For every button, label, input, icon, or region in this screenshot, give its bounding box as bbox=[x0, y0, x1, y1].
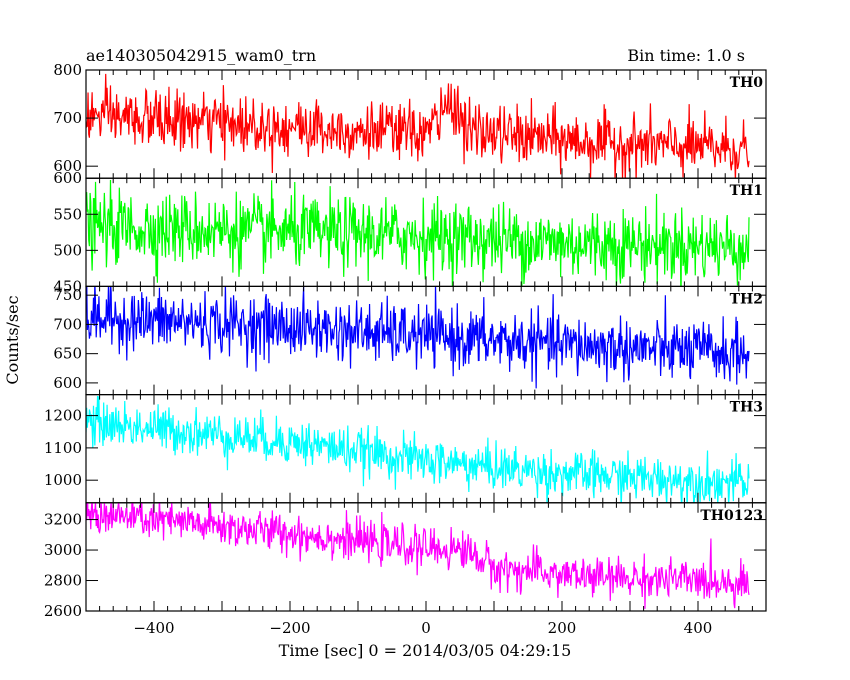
y-tick-label: 750 bbox=[53, 286, 82, 304]
y-tick-label: 800 bbox=[53, 61, 82, 79]
series-line-th2 bbox=[86, 286, 750, 389]
panel-th0: 600 700 800 TH0 bbox=[53, 61, 767, 179]
y-tick-label: 1000 bbox=[44, 471, 82, 489]
panel-th2: 600 650 700 750 TH2 bbox=[53, 285, 767, 396]
y-tick-label: 650 bbox=[53, 345, 82, 363]
y-tick-label: 1100 bbox=[44, 439, 82, 457]
x-tick-label: 200 bbox=[548, 619, 577, 637]
x-tick-label: 0 bbox=[421, 619, 431, 637]
y-axis-title: Counts/sec bbox=[3, 295, 22, 384]
series-line-th1 bbox=[86, 180, 750, 287]
panel-label: TH1 bbox=[730, 183, 763, 199]
panels: 600 700 800 TH0 450 500 550 600 TH1 600 650 700 750 T… bbox=[44, 61, 767, 637]
chart-title: ae140305042915_wam0_trn bbox=[86, 46, 316, 65]
panel-label: TH2 bbox=[730, 291, 763, 307]
y-tick-label: 600 bbox=[53, 169, 82, 187]
series-line-th0 bbox=[86, 73, 750, 179]
panel-th3: 1000 1100 1200 TH3 bbox=[44, 394, 767, 504]
panel-label: TH0 bbox=[730, 75, 764, 91]
panel-th0123: 2600 2800 3000 3200 TH0123 bbox=[44, 502, 767, 620]
y-tick-label: 700 bbox=[53, 109, 82, 127]
x-tick-label: −400 bbox=[133, 619, 174, 637]
series-line-th0123 bbox=[86, 502, 750, 609]
x-tick-label: −200 bbox=[269, 619, 310, 637]
panel-label: TH3 bbox=[730, 400, 763, 416]
y-tick-label: 550 bbox=[53, 205, 82, 223]
y-tick-label: 500 bbox=[53, 241, 82, 259]
y-tick-label: 3000 bbox=[44, 541, 82, 559]
y-tick-label: 600 bbox=[53, 374, 82, 392]
y-tick-label: 700 bbox=[53, 315, 82, 333]
x-axis-title: Time [sec] 0 = 2014/03/05 04:29:15 bbox=[279, 641, 572, 660]
series-line-th3 bbox=[86, 395, 750, 503]
y-tick-label: 600 bbox=[53, 157, 82, 175]
y-tick-label: 3200 bbox=[44, 511, 82, 529]
bin-time-label: Bin time: 1.0 s bbox=[627, 46, 745, 65]
panel-th1: 450 500 550 600 TH1 bbox=[53, 169, 767, 295]
y-tick-label: 1200 bbox=[44, 407, 82, 425]
y-tick-label: 450 bbox=[53, 277, 82, 295]
panel-label: TH0123 bbox=[700, 508, 763, 524]
x-tick-label: 400 bbox=[684, 619, 713, 637]
y-tick-label: 2600 bbox=[44, 602, 82, 620]
y-tick-label: 2800 bbox=[44, 572, 82, 590]
